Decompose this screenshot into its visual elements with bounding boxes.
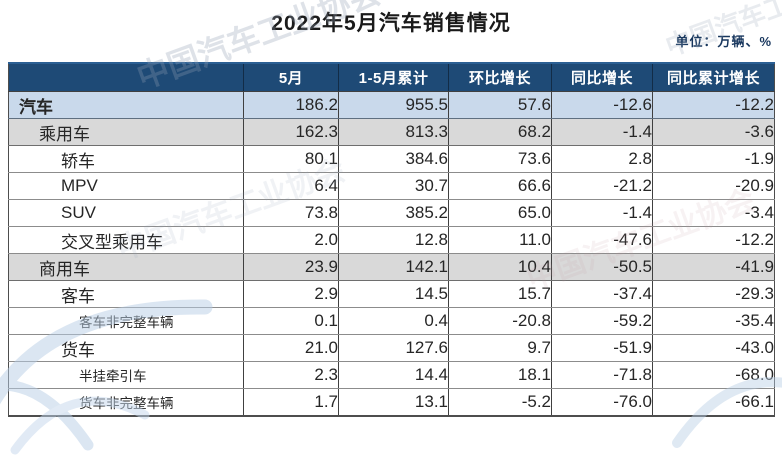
cell-value: -20.8 [448, 307, 552, 335]
table-row: SUV 73.8 385.2 65.0 -1.4 -3.4 [8, 199, 775, 227]
cell-value: 186.2 [243, 91, 339, 119]
cell-value: -21.2 [551, 172, 653, 200]
cell-value: -37.4 [551, 280, 653, 308]
cell-value: 73.8 [243, 199, 339, 227]
sales-table: 5月 1-5月累计 环比增长 同比增长 同比累计增长 汽车 186.2 955.5 57.6-… [8, 62, 775, 417]
cell-value: 73.6 [448, 145, 552, 173]
cell-value: 2.8 [551, 145, 653, 173]
cell-value: 9.7 [448, 334, 552, 362]
row-label: 客车 [8, 280, 244, 308]
table-row: MPV 6.4 30.7 66.6 -21.2 -20.9 [8, 172, 775, 200]
row-label: 乘用车 [8, 118, 244, 146]
row-label: 交叉型乘用车 [8, 226, 244, 254]
cell-value: 0.4 [338, 307, 449, 335]
row-label: SUV [8, 199, 244, 227]
cell-value: -12.6 [551, 91, 653, 119]
cell-value: 127.6 [338, 334, 449, 362]
cell-value: 80.1 [243, 145, 339, 173]
cell-value: -35.4 [652, 307, 775, 335]
cell-value: 2.3 [243, 361, 339, 389]
cell-value: 21.0 [243, 334, 339, 362]
row-label: 货车 [8, 334, 244, 362]
cell-value: -71.8 [551, 361, 653, 389]
column-header-2: 1-5月累计 [338, 62, 449, 92]
cell-value: 68.2 [448, 118, 552, 146]
header-row: 5月 1-5月累计 环比增长 同比增长 同比累计增长 [8, 62, 775, 92]
table-header: 5月 1-5月累计 环比增长 同比增长 同比累计增长 [8, 62, 775, 92]
cell-value: -50.5 [551, 253, 653, 281]
cell-value: -59.2 [551, 307, 653, 335]
cell-value: 2.0 [243, 226, 339, 254]
column-header-1: 5月 [243, 62, 339, 92]
table-row: 轿车 80.1 384.6 73.6 2.8 -1.9 [8, 145, 775, 173]
table-row: 货车 21.0 127.6 9.7 -51.9 -43.0 [8, 334, 775, 362]
cell-value: 23.9 [243, 253, 339, 281]
cell-value: 15.7 [448, 280, 552, 308]
cell-value: 955.5 [338, 91, 449, 119]
row-label: 半挂牵引车 [8, 361, 244, 389]
unit-label: 单位：万辆、% [675, 34, 772, 49]
cell-value: -5.2 [448, 388, 552, 417]
row-label: 货车非完整车辆 [8, 388, 244, 417]
cell-value: -1.9 [652, 145, 775, 173]
cell-value: 1.7 [243, 388, 339, 417]
cell-value: 66.6 [448, 172, 552, 200]
table-row: 汽车 186.2 955.5 57.6 -12.6 -12.2 [8, 91, 775, 119]
row-label: 汽车 [8, 91, 244, 119]
cell-value: 14.4 [338, 361, 449, 389]
cell-value: 14.5 [338, 280, 449, 308]
cell-value: -1.4 [551, 118, 653, 146]
cell-value: 162.3 [243, 118, 339, 146]
page-title: 2022年5月汽车销售情况 [271, 12, 511, 35]
cell-value: -29.3 [652, 280, 775, 308]
cell-value: -12.2 [652, 91, 775, 119]
cell-value: 30.7 [338, 172, 449, 200]
column-header-0 [8, 62, 244, 92]
cell-value: -47.6 [551, 226, 653, 254]
table-row: 货车非完整车辆 1.7 13.1 -5.2 -76.0 -66.1 [8, 388, 775, 417]
row-label: MPV [8, 172, 244, 200]
table-row: 客车 2.9 14.5 15.7 -37.4 -29.3 [8, 280, 775, 308]
cell-value: 2.9 [243, 280, 339, 308]
cell-value: 813.3 [338, 118, 449, 146]
cell-value: 57.6 [448, 91, 552, 119]
cell-value: 13.1 [338, 388, 449, 417]
cell-value: 12.8 [338, 226, 449, 254]
cell-value: -41.9 [652, 253, 775, 281]
column-header-4: 同比增长 [551, 62, 653, 92]
cell-value: 142.1 [338, 253, 449, 281]
cell-value: -68.0 [652, 361, 775, 389]
cell-value: 384.6 [338, 145, 449, 173]
cell-value: 11.0 [448, 226, 552, 254]
cell-value: 18.1 [448, 361, 552, 389]
cell-value: -12.2 [652, 226, 775, 254]
cell-value: -43.0 [652, 334, 775, 362]
row-label: 客车非完整车辆 [8, 307, 244, 335]
row-label: 轿车 [8, 145, 244, 173]
cell-value: 6.4 [243, 172, 339, 200]
row-label: 商用车 [8, 253, 244, 281]
cell-value: 385.2 [338, 199, 449, 227]
cell-value: -1.4 [551, 199, 653, 227]
column-header-5: 同比累计增长 [652, 62, 775, 92]
table-row: 客车非完整车辆 0.1 0.4 -20.8 -59.2 -35.4 [8, 307, 775, 335]
cell-value: -3.4 [652, 199, 775, 227]
cell-value: -3.6 [652, 118, 775, 146]
cell-value: -20.9 [652, 172, 775, 200]
cell-value: -51.9 [551, 334, 653, 362]
table-body: 汽车 186.2 955.5 57.6 -12.6 -12.2 乘用车 162.3 813.3 6… [8, 91, 775, 417]
table-row: 半挂牵引车 2.3 14.4 18.1 -71.8 -68.0 [8, 361, 775, 389]
cell-value: -66.1 [652, 388, 775, 417]
table-row: 商用车 23.9 142.1 10.4 -50.5 -41.9 [8, 253, 775, 281]
cell-value: -76.0 [551, 388, 653, 417]
column-header-3: 环比增长 [448, 62, 552, 92]
cell-value: 65.0 [448, 199, 552, 227]
table-row: 乘用车 162.3 813.3 68.2 -1.4 -3.6 [8, 118, 775, 146]
cell-value: 0.1 [243, 307, 339, 335]
cell-value: 10.4 [448, 253, 552, 281]
table-row: 交叉型乘用车 2.0 12.8 11.0 -47.6 -12.2 [8, 226, 775, 254]
